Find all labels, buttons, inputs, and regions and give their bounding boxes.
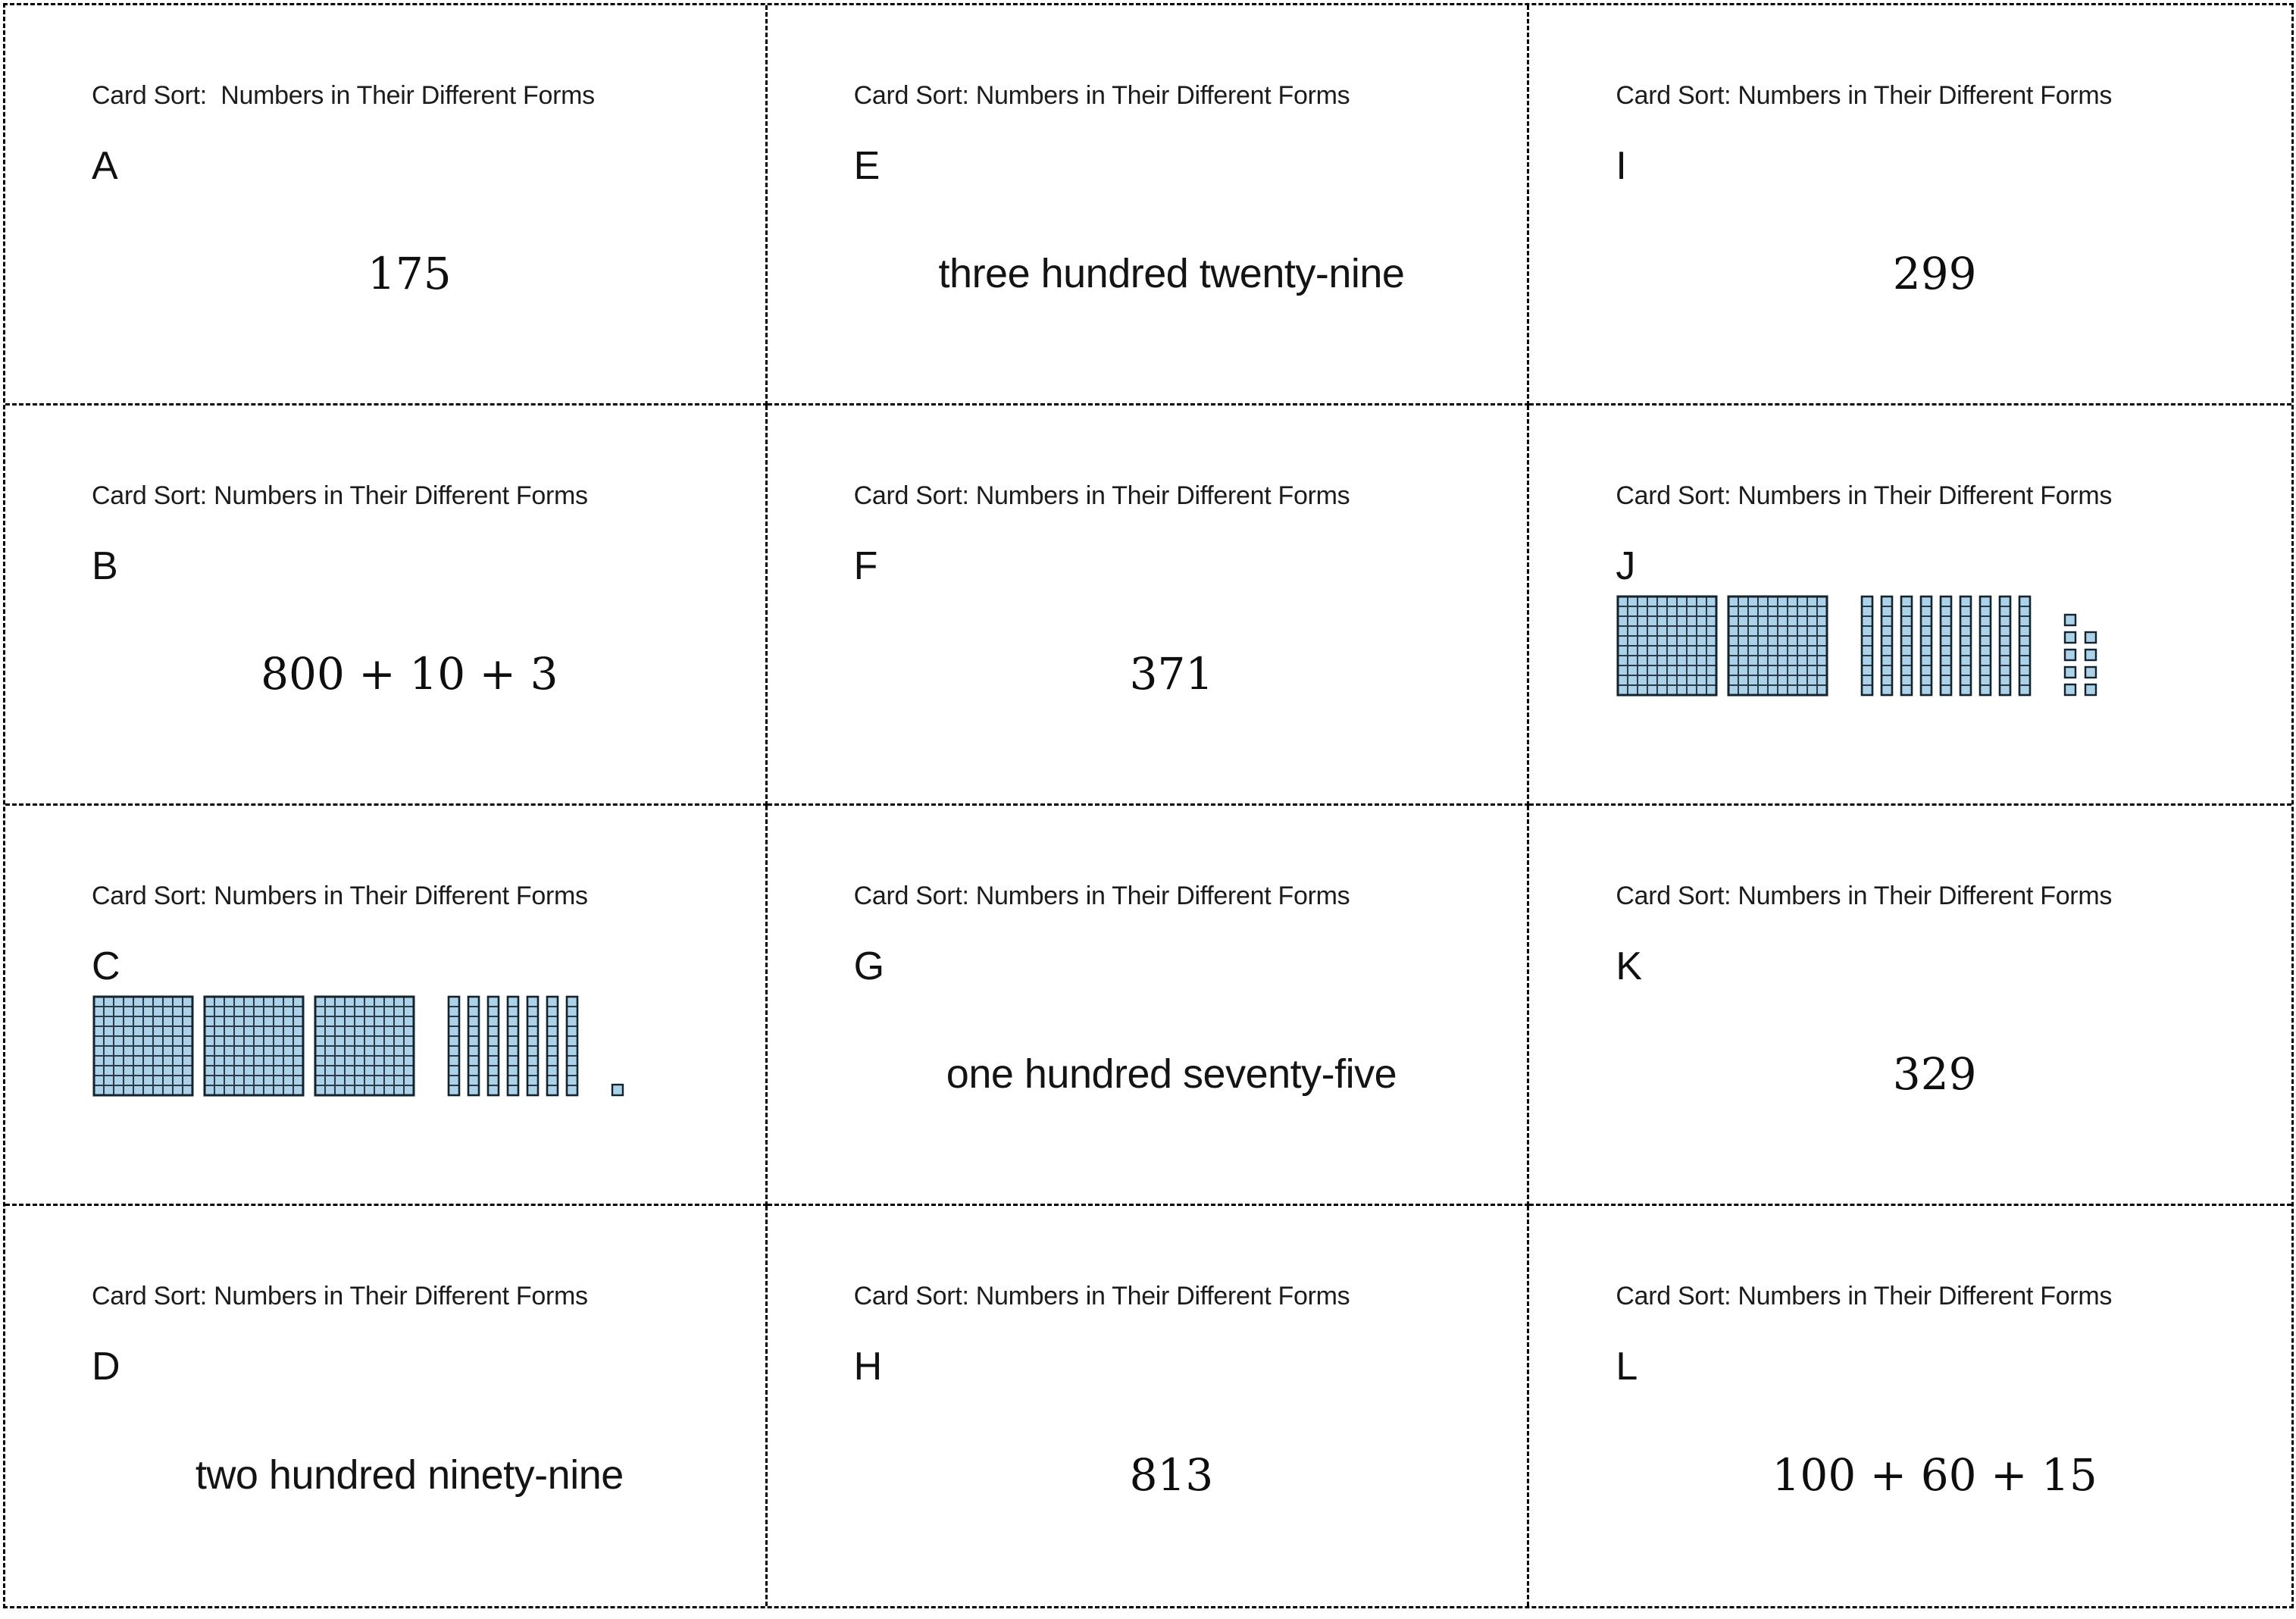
number-words: three hundred twenty-nine [938, 250, 1405, 296]
numeral-value: 329 [1892, 1047, 1977, 1100]
card-letter: F [853, 543, 878, 588]
card-content: 175 [92, 189, 727, 373]
card-d: Card Sort: Numbers in Their Different Fo… [5, 1206, 768, 1606]
base-ten-blocks-icon [1616, 594, 2108, 697]
numeral-value: 813 [1129, 1449, 1214, 1502]
card-letter: I [1616, 143, 1627, 188]
card-e: Card Sort: Numbers in Their Different Fo… [767, 5, 1530, 406]
card-content: 800 + 10 + 3 [92, 590, 727, 773]
card-header: Card Sort: Numbers in Their Different Fo… [92, 882, 588, 910]
card-k: Card Sort: Numbers in Their Different Fo… [1529, 806, 2291, 1206]
card-content [92, 990, 727, 1173]
card-letter: C [92, 944, 120, 988]
card-header: Card Sort: Numbers in Their Different Fo… [1616, 81, 2113, 110]
expanded-form: 800 + 10 + 3 [261, 647, 558, 700]
card-header: Card Sort: Numbers in Their Different Fo… [1616, 481, 2113, 510]
card-content: three hundred twenty-nine [854, 189, 1490, 373]
card-letter: B [92, 543, 118, 588]
card-content: 329 [1616, 990, 2254, 1173]
card-sort-sheet: Card Sort: Numbers in Their Different Fo… [3, 3, 2294, 1608]
card-content: one hundred seventy-five [854, 990, 1490, 1173]
card-letter: L [1616, 1344, 1638, 1389]
card-content [1616, 590, 2254, 773]
card-letter: J [1616, 543, 1636, 588]
card-header: Card Sort: Numbers in Their Different Fo… [92, 81, 595, 110]
card-b: Card Sort: Numbers in Their Different Fo… [5, 406, 768, 806]
card-g: Card Sort: Numbers in Their Different Fo… [767, 806, 1530, 1206]
card-content: 100 + 60 + 15 [1616, 1390, 2254, 1576]
card-letter: D [92, 1344, 120, 1389]
card-letter: H [853, 1344, 883, 1389]
card-content: two hundred ninety-nine [92, 1390, 727, 1576]
card-j: Card Sort: Numbers in Their Different Fo… [1529, 406, 2291, 806]
card-content: 371 [854, 590, 1490, 773]
card-header: Card Sort: Numbers in Their Different Fo… [853, 1282, 1350, 1311]
card-content: 299 [1616, 189, 2254, 373]
card-header: Card Sort: Numbers in Their Different Fo… [92, 481, 588, 510]
card-header: Card Sort: Numbers in Their Different Fo… [1616, 882, 2113, 910]
card-l: Card Sort: Numbers in Their Different Fo… [1529, 1206, 2291, 1606]
card-i: Card Sort: Numbers in Their Different Fo… [1529, 5, 2291, 406]
card-letter: E [853, 143, 881, 188]
card-header: Card Sort: Numbers in Their Different Fo… [853, 882, 1350, 910]
card-letter: G [853, 944, 885, 988]
number-words: two hundred ninety-nine [195, 1452, 624, 1498]
card-letter: A [92, 143, 118, 188]
card-header: Card Sort: Numbers in Their Different Fo… [92, 1282, 588, 1311]
card-c: Card Sort: Numbers in Their Different Fo… [5, 806, 768, 1206]
numeral-value: 371 [1129, 647, 1214, 700]
numeral-value: 175 [367, 247, 452, 299]
number-words: one hundred seventy-five [946, 1051, 1397, 1097]
base-ten-blocks-icon [92, 994, 635, 1098]
card-header: Card Sort: Numbers in Their Different Fo… [1616, 1282, 2113, 1311]
card-header: Card Sort: Numbers in Their Different Fo… [853, 81, 1350, 110]
card-f: Card Sort: Numbers in Their Different Fo… [767, 406, 1530, 806]
card-content: 813 [854, 1390, 1490, 1576]
card-h: Card Sort: Numbers in Their Different Fo… [767, 1206, 1530, 1606]
card-a: Card Sort: Numbers in Their Different Fo… [5, 5, 768, 406]
card-header: Card Sort: Numbers in Their Different Fo… [853, 481, 1350, 510]
card-letter: K [1616, 944, 1643, 988]
expanded-form: 100 + 60 + 15 [1772, 1449, 2097, 1502]
numeral-value: 299 [1892, 247, 1977, 299]
